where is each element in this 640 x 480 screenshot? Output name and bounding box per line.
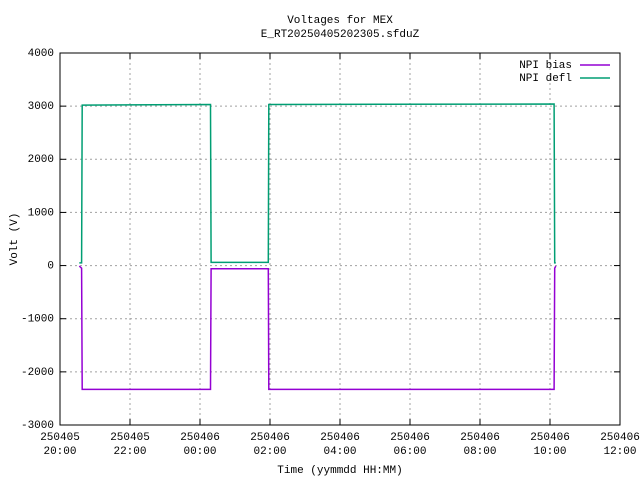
legend-label: NPI defl: [519, 73, 572, 85]
y-tick-label: -2000: [21, 367, 54, 379]
chart-title: Voltages for MEX: [287, 15, 393, 27]
x-tick-label: 250406 00:00: [180, 432, 220, 458]
y-axis-label: Volt (V): [9, 213, 21, 266]
x-tick-label: 250405 22:00: [110, 432, 150, 458]
series-line: [79, 103, 556, 264]
y-tick-label: 2000: [28, 154, 54, 166]
x-tick-label: 250406 10:00: [530, 432, 570, 458]
y-tick-label: -1000: [21, 314, 54, 326]
series-line: [78, 265, 557, 391]
chart-subtitle: E_RT20250405202305.sfduZ: [261, 29, 420, 41]
y-tick-label: 3000: [28, 101, 54, 113]
plot-frame: [59, 52, 621, 426]
x-tick-label: 250405 20:00: [40, 432, 80, 458]
y-tick-label: 4000: [28, 48, 54, 60]
y-tick-label: 1000: [28, 207, 54, 219]
x-tick-label: 250406 06:00: [390, 432, 430, 458]
y-tick-label: 0: [47, 260, 54, 272]
x-tick-label: 250406 08:00: [460, 432, 500, 458]
y-tick-label: -3000: [21, 420, 54, 432]
x-axis-label: Time (yymmdd HH:MM): [277, 465, 402, 477]
x-tick-label: 250406 04:00: [320, 432, 360, 458]
x-tick-label: 250406 12:00: [600, 432, 640, 458]
x-tick-label: 250406 02:00: [250, 432, 290, 458]
legend-label: NPI bias: [519, 60, 572, 72]
